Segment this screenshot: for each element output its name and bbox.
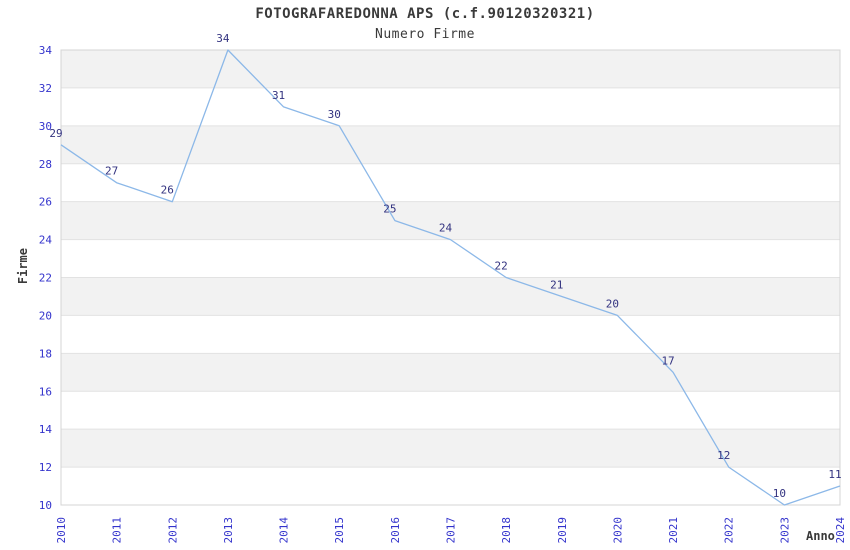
plot-band bbox=[61, 87, 840, 126]
chart-title: FOTOGRAFAREDONNA APS (c.f.90120320321) bbox=[255, 6, 595, 22]
y-tick-label: 24 bbox=[39, 234, 53, 247]
x-tick-label: 2023 bbox=[778, 517, 791, 544]
y-tick-label: 16 bbox=[39, 385, 52, 398]
data-point-label: 31 bbox=[272, 89, 285, 102]
plot-band bbox=[61, 201, 840, 240]
x-tick-label: 2015 bbox=[333, 517, 346, 544]
plot-border bbox=[60, 49, 841, 506]
data-point-label: 10 bbox=[773, 487, 786, 500]
data-point-label: 29 bbox=[49, 127, 62, 140]
plot-band bbox=[61, 239, 840, 278]
y-tick-label: 34 bbox=[39, 44, 53, 57]
data-point-label: 25 bbox=[383, 203, 396, 216]
y-tick-label: 22 bbox=[39, 272, 52, 285]
x-tick-label: 2014 bbox=[278, 517, 291, 544]
y-tick-label: 10 bbox=[39, 499, 52, 512]
data-point-label: 30 bbox=[328, 108, 341, 121]
plot-band bbox=[61, 277, 840, 316]
line-series bbox=[60, 49, 841, 506]
data-point-label: 24 bbox=[439, 222, 453, 235]
x-tick-label: 2022 bbox=[723, 517, 736, 544]
y-axis-title: Firme bbox=[16, 248, 30, 285]
data-point-label: 27 bbox=[105, 165, 118, 178]
data-point-label: 34 bbox=[216, 32, 230, 45]
x-tick-label: 2017 bbox=[445, 517, 458, 544]
x-tick-label: 2011 bbox=[111, 517, 124, 544]
data-point-label: 26 bbox=[161, 184, 174, 197]
y-tick-label: 30 bbox=[39, 120, 52, 133]
plot-band bbox=[61, 391, 840, 430]
data-point-label: 11 bbox=[828, 468, 841, 481]
y-tick-label: 20 bbox=[39, 309, 52, 322]
plot-band bbox=[61, 125, 840, 164]
plot-band bbox=[61, 163, 840, 202]
y-tick-label: 14 bbox=[39, 423, 53, 436]
x-tick-label: 2010 bbox=[55, 517, 68, 544]
plot-band bbox=[61, 315, 840, 354]
data-point-label: 21 bbox=[550, 278, 563, 291]
x-axis-title: Anno bbox=[806, 529, 835, 543]
x-tick-label: 2024 bbox=[834, 517, 847, 544]
x-tick-label: 2018 bbox=[500, 517, 513, 544]
y-tick-label: 12 bbox=[39, 461, 52, 474]
x-tick-label: 2012 bbox=[166, 517, 179, 544]
data-point-label: 22 bbox=[495, 260, 508, 273]
data-point-label: 17 bbox=[661, 354, 674, 367]
data-point-label: 12 bbox=[717, 449, 730, 462]
x-tick-label: 2013 bbox=[222, 517, 235, 544]
x-tick-label: 2016 bbox=[389, 517, 402, 544]
y-tick-label: 28 bbox=[39, 158, 52, 171]
x-tick-label: 2019 bbox=[556, 517, 569, 544]
data-point-label: 20 bbox=[606, 297, 619, 310]
y-tick-label: 26 bbox=[39, 196, 52, 209]
chart-subtitle: Numero Firme bbox=[375, 27, 475, 42]
plot-band bbox=[61, 50, 840, 88]
x-tick-label: 2020 bbox=[611, 517, 624, 544]
y-tick-label: 18 bbox=[39, 347, 52, 360]
y-tick-label: 32 bbox=[39, 82, 52, 95]
x-tick-label: 2021 bbox=[667, 517, 680, 544]
plot-band bbox=[61, 353, 840, 392]
plot-band bbox=[61, 467, 840, 505]
